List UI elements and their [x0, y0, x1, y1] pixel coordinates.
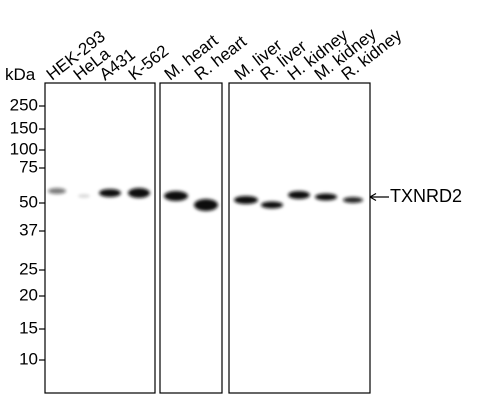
marker-label: 20: [19, 285, 38, 304]
bands: [48, 188, 363, 211]
band: [128, 188, 150, 198]
marker-label: 10: [19, 349, 38, 368]
marker-label: 37: [19, 220, 38, 239]
target-label: TXNRD2: [390, 186, 462, 206]
marker-label: 15: [19, 318, 38, 337]
band: [288, 191, 310, 199]
band: [48, 188, 66, 194]
band: [234, 196, 258, 204]
arrow-head: [369, 192, 377, 202]
band: [343, 197, 363, 203]
lane-label: K-562: [125, 41, 172, 84]
marker-label: 75: [19, 157, 38, 176]
band: [315, 193, 337, 201]
band: [194, 199, 218, 211]
unit-label: kDa: [5, 65, 36, 84]
panel: [44, 82, 156, 394]
panel: [159, 82, 223, 394]
panel: [228, 82, 371, 394]
band: [99, 189, 121, 197]
marker-label: 150: [10, 118, 38, 137]
marker-label: 250: [10, 95, 38, 114]
band: [261, 201, 283, 209]
marker-label: 25: [19, 259, 38, 278]
marker-label: 100: [10, 139, 38, 158]
marker-label: 50: [19, 192, 38, 211]
band: [164, 191, 188, 201]
band: [78, 194, 90, 198]
